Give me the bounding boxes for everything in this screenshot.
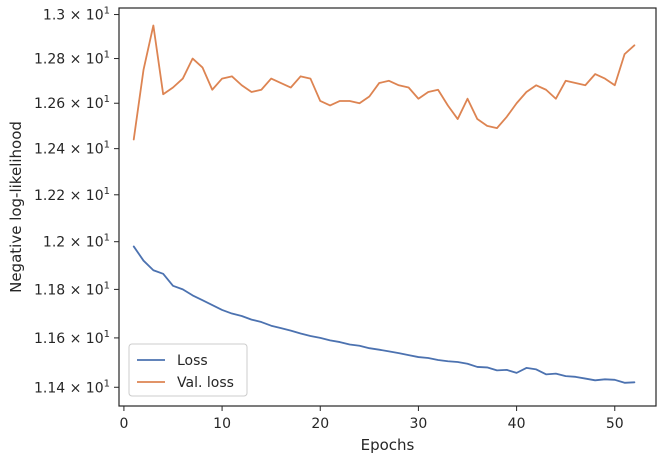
plot-frame (118, 7, 657, 407)
x-tick-label: 30 (410, 416, 428, 432)
legend-label-val-loss: Val. loss (177, 375, 234, 391)
y-axis-label: Negative log-likelihood (7, 121, 25, 293)
legend-label-loss: Loss (177, 353, 208, 369)
y-tick-label: 1.3 × 101 (43, 6, 110, 24)
y-axis-ticks: 1.14 × 101 1.16 × 101 1.18 × 101 1.2 × 101 1… (34, 6, 119, 396)
legend-box (128, 343, 248, 397)
y-tick-label: 1.2 × 101 (43, 233, 110, 251)
y-tick-label: 1.28 × 101 (34, 50, 110, 68)
x-tick-label: 0 (119, 416, 128, 432)
x-axis-ticks: 0 10 20 30 40 50 (119, 406, 624, 432)
series-line-loss (132, 245, 636, 384)
x-tick-label: 20 (311, 416, 329, 432)
y-tick-label: 1.16 × 101 (34, 329, 110, 347)
y-tick-label: 1.14 × 101 (34, 378, 110, 396)
x-tick-label: 40 (508, 416, 526, 432)
y-tick-label: 1.24 × 101 (34, 140, 110, 158)
x-axis-label: Epochs (361, 436, 415, 454)
legend: Loss Val. loss (128, 343, 248, 397)
x-tick-label: 10 (213, 416, 231, 432)
series-layer (132, 24, 636, 384)
series-line-val-loss (132, 24, 636, 141)
plot-background (119, 8, 656, 406)
y-tick-label: 1.22 × 101 (34, 186, 110, 204)
y-tick-label: 1.18 × 101 (34, 280, 110, 298)
y-tick-label: 1.26 × 101 (34, 94, 110, 112)
x-tick-label: 50 (606, 416, 624, 432)
